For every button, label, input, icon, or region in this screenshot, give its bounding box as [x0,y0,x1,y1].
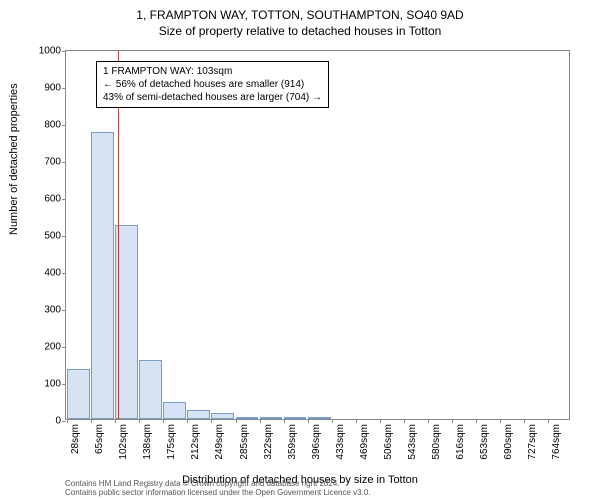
histogram-bar [236,417,259,419]
x-tick-label: 433sqm [335,424,346,460]
x-tick-mark [163,419,164,423]
x-tick-mark [404,419,405,423]
plot-area: 0100200300400500600700800900100028sqm65s… [65,50,570,420]
x-tick-mark [356,419,357,423]
chart-title: 1, FRAMPTON WAY, TOTTON, SOUTHAMPTON, SO… [0,8,600,22]
x-tick-mark [452,419,453,423]
x-tick-label: 580sqm [431,424,442,460]
footer-line-2: Contains public sector information licen… [65,488,371,498]
x-tick-label: 322sqm [263,424,274,460]
x-tick-label: 359sqm [287,424,298,460]
annotation-line: 1 FRAMPTON WAY: 103sqm [103,65,322,78]
x-tick-label: 102sqm [118,424,129,460]
footer-line-1: Contains HM Land Registry data © Crown c… [65,479,371,489]
histogram-bar [187,410,210,419]
chart-subtitle: Size of property relative to detached ho… [0,24,600,38]
histogram-bar [211,413,234,419]
x-tick-mark [187,419,188,423]
y-tick-mark [62,199,66,200]
x-tick-mark [428,419,429,423]
y-tick-mark [62,125,66,126]
x-tick-label: 212sqm [190,424,201,460]
y-tick-mark [62,51,66,52]
y-tick-mark [62,236,66,237]
x-tick-label: 469sqm [359,424,370,460]
histogram-bar [163,402,186,419]
x-tick-label: 138sqm [142,424,153,460]
x-tick-mark [91,419,92,423]
chart-header: 1, FRAMPTON WAY, TOTTON, SOUTHAMPTON, SO… [0,8,600,38]
y-tick-mark [62,162,66,163]
x-tick-mark [524,419,525,423]
annotation-box: 1 FRAMPTON WAY: 103sqm← 56% of detached … [96,61,329,108]
x-tick-mark [236,419,237,423]
y-tick-mark [62,273,66,274]
x-tick-mark [115,419,116,423]
x-tick-label: 249sqm [214,424,225,460]
histogram-bar [260,417,283,419]
annotation-line: 43% of semi-detached houses are larger (… [103,91,322,104]
y-tick-mark [62,384,66,385]
histogram-bar [139,360,162,419]
annotation-line: ← 56% of detached houses are smaller (91… [103,78,322,91]
y-tick-mark [62,88,66,89]
x-tick-mark [476,419,477,423]
y-axis-label: Number of detached properties [8,83,20,235]
x-tick-label: 543sqm [407,424,418,460]
x-tick-label: 506sqm [383,424,394,460]
histogram-bar [91,132,114,419]
x-tick-mark [500,419,501,423]
histogram-bar [67,369,90,419]
x-tick-mark [332,419,333,423]
x-tick-label: 727sqm [527,424,538,460]
x-tick-label: 653sqm [479,424,490,460]
y-tick-mark [62,347,66,348]
x-tick-label: 616sqm [455,424,466,460]
x-tick-mark [548,419,549,423]
x-tick-mark [260,419,261,423]
x-tick-label: 764sqm [551,424,562,460]
x-tick-label: 690sqm [503,424,514,460]
x-tick-label: 285sqm [239,424,250,460]
x-tick-label: 28sqm [70,424,81,454]
histogram-bar [308,417,331,419]
x-tick-mark [211,419,212,423]
x-tick-mark [67,419,68,423]
footer-text: Contains HM Land Registry data © Crown c… [65,479,371,498]
y-tick-mark [62,421,66,422]
x-tick-mark [380,419,381,423]
y-tick-mark [62,310,66,311]
x-tick-label: 65sqm [94,424,105,454]
x-tick-label: 175sqm [166,424,177,460]
histogram-bar [284,417,307,419]
x-tick-mark [284,419,285,423]
x-tick-mark [308,419,309,423]
x-tick-mark [139,419,140,423]
x-tick-label: 396sqm [311,424,322,460]
